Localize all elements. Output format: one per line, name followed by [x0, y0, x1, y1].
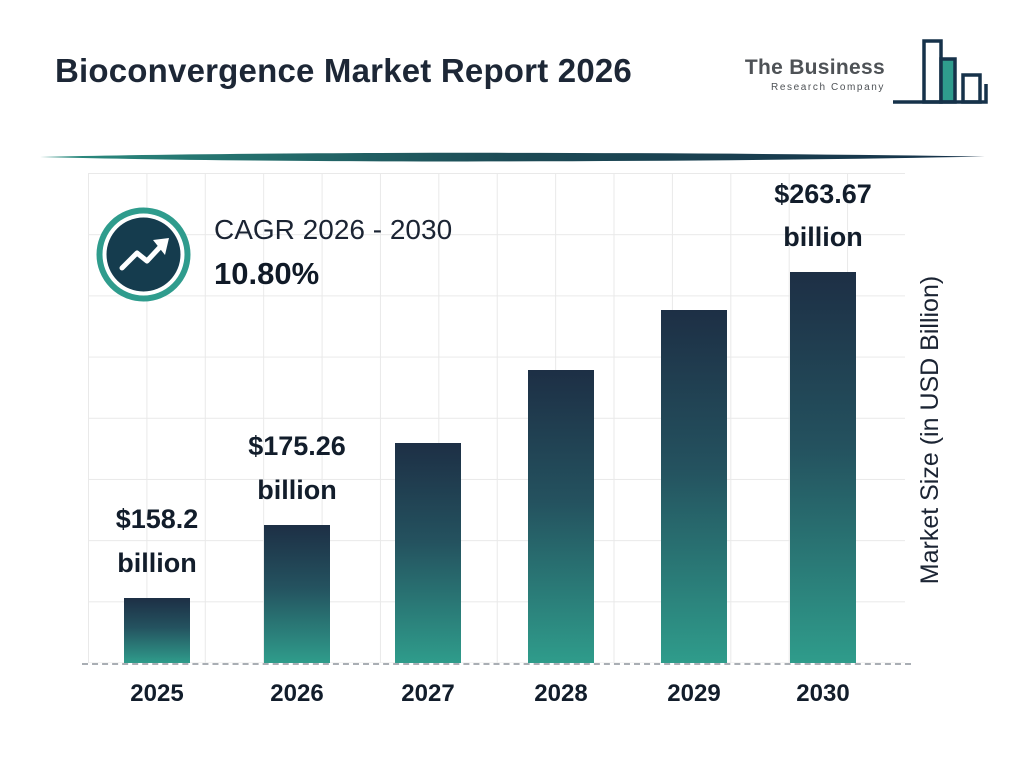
company-logo: The Business Research Company — [745, 36, 988, 121]
x-tick-2029: 2029 — [667, 680, 721, 707]
x-tick-2030: 2030 — [796, 680, 850, 707]
value-label-2026: $175.26 billion — [202, 425, 392, 512]
value-unit: billion — [257, 475, 337, 506]
bar-rect-2025 — [124, 597, 190, 663]
bar-2027 — [395, 173, 461, 663]
logo-subname: Research Company — [771, 82, 885, 93]
bar-rect-2028 — [528, 369, 594, 663]
logo-bar-chart-icon — [893, 39, 988, 104]
cagr-value: 10.80% — [214, 256, 320, 291]
cagr-text: CAGR 2026 - 2030 10.80% — [214, 206, 452, 292]
value-amount: $158.2 — [115, 504, 199, 535]
value-amount: $263.67 — [774, 178, 872, 209]
cagr-badge: CAGR 2026 - 2030 10.80% — [95, 206, 452, 303]
x-tick-2027: 2027 — [401, 680, 455, 707]
bar-2028 — [528, 173, 594, 663]
value-label-2030: $263.67 billion — [728, 173, 918, 260]
x-axis-line — [82, 663, 911, 665]
x-axis-labels: 2025 2026 2027 2028 2029 2030 — [88, 680, 905, 720]
bar-rect-2026 — [264, 524, 330, 663]
bar-rect-2030 — [790, 271, 856, 663]
bar-rect-2029 — [661, 310, 727, 663]
bar-2029 — [661, 173, 727, 663]
x-tick-2026: 2026 — [270, 680, 324, 707]
x-tick-2025: 2025 — [130, 680, 184, 707]
trend-up-icon — [96, 207, 191, 302]
divider-line — [40, 152, 985, 162]
logo-name: The Business — [744, 56, 885, 79]
bar-rect-2027 — [395, 443, 461, 663]
plot-area: $158.2 billion $175.26 billion $263.67 billio… — [82, 173, 911, 665]
value-label-2025: $158.2 billion — [62, 498, 252, 585]
cagr-label: CAGR 2026 - 2030 — [214, 214, 453, 245]
bar-2026: $175.26 billion — [248, 173, 346, 663]
y-axis-title: Market Size (in USD Billion) — [916, 275, 944, 585]
x-tick-2028: 2028 — [534, 680, 588, 707]
bar-2030: $263.67 billion — [774, 173, 872, 663]
value-unit: billion — [783, 222, 863, 253]
value-amount: $175.26 — [248, 431, 346, 462]
bar-2025: $158.2 billion — [116, 173, 198, 663]
logo-text: The Business Research Company — [745, 36, 885, 93]
page-title: Bioconvergence Market Report 2026 — [55, 52, 632, 89]
value-unit: billion — [117, 548, 197, 579]
